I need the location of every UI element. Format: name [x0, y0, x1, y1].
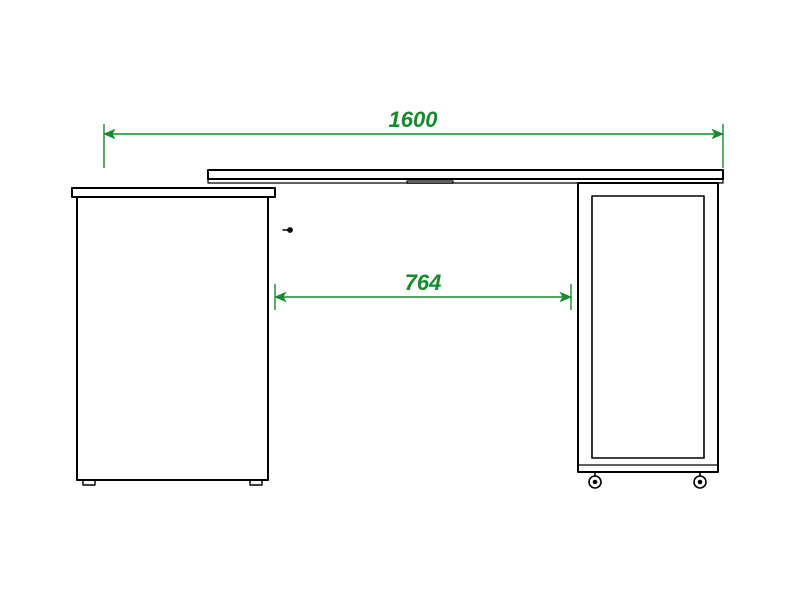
- caster-left: [589, 472, 601, 488]
- technical-drawing: 1600 764: [0, 0, 800, 600]
- dim-gap-width: 764: [275, 270, 571, 310]
- left-pedestal: [77, 197, 268, 485]
- drawer-knob: [283, 228, 292, 232]
- dim-overall-width: 1600: [104, 107, 723, 168]
- desk-elevation: [72, 170, 723, 488]
- right-support: [578, 183, 718, 472]
- dim-overall-label: 1600: [389, 107, 439, 132]
- dim-gap-label: 764: [405, 270, 442, 295]
- caster-right: [694, 472, 706, 488]
- casters: [589, 472, 706, 488]
- desktop-top-slab: [208, 170, 723, 179]
- dimension-annotations: 1600 764: [104, 107, 723, 310]
- center-notch: [407, 181, 453, 183]
- left-return-top: [72, 188, 275, 197]
